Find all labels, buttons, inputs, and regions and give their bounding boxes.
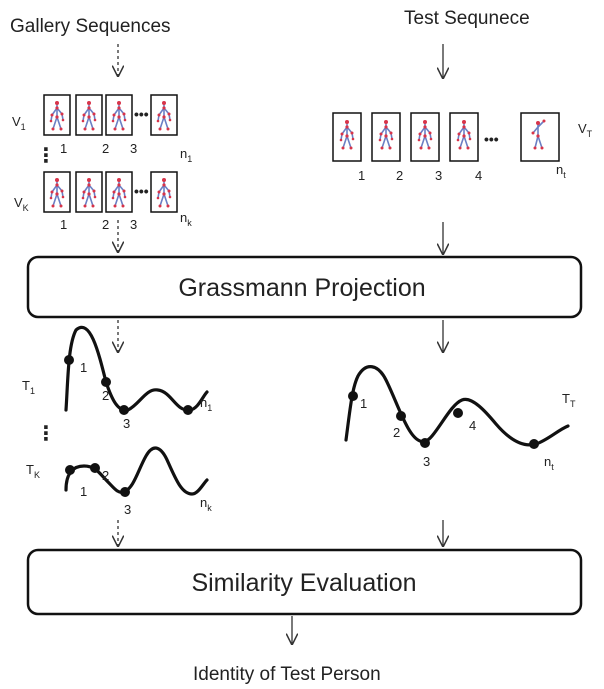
tt-end-label: nt bbox=[544, 454, 554, 472]
point-label: 2 bbox=[102, 468, 109, 483]
v1-label: V1 bbox=[12, 114, 26, 132]
trajectory-point bbox=[396, 411, 406, 421]
frame-number: 2 bbox=[396, 168, 403, 183]
vk-label: VK bbox=[14, 195, 29, 213]
trajectory-tt-curve bbox=[344, 365, 570, 447]
trajectory-point bbox=[348, 391, 358, 401]
t1-label: T1 bbox=[22, 378, 35, 396]
frame-number: 2 bbox=[102, 217, 109, 232]
frame-number: 1 bbox=[358, 168, 365, 183]
frame-number: 1 bbox=[60, 141, 67, 156]
point-label: 3 bbox=[123, 416, 130, 431]
ellipsis: ••• bbox=[134, 183, 149, 199]
trajectory-point bbox=[64, 355, 74, 365]
vertical-ellipsis: ⋮ bbox=[36, 423, 56, 445]
point-label: 1 bbox=[80, 360, 87, 375]
point-label: 2 bbox=[102, 388, 109, 403]
gallery-sequences-title: Gallery Sequences bbox=[10, 16, 171, 37]
frame-number: 3 bbox=[130, 141, 137, 156]
trajectory-point bbox=[101, 377, 111, 387]
point-label: 3 bbox=[124, 502, 131, 517]
frame-number: 2 bbox=[102, 141, 109, 156]
test-sequence-title: Test Sequnece bbox=[404, 8, 530, 29]
point-label: 1 bbox=[80, 484, 87, 499]
grassmann-projection-box bbox=[26, 255, 583, 319]
skeleton-frame bbox=[520, 112, 560, 162]
trajectory-point bbox=[183, 405, 193, 415]
tt-label: TT bbox=[562, 391, 576, 409]
frame-number: 1 bbox=[60, 217, 67, 232]
trajectory-point bbox=[529, 439, 539, 449]
point-label: 2 bbox=[393, 425, 400, 440]
vt-label: VT bbox=[578, 121, 593, 139]
ellipsis: ••• bbox=[134, 106, 149, 122]
tk-end-label: nk bbox=[200, 495, 212, 513]
grassmann-projection-label: Grassmann Projection bbox=[178, 274, 425, 302]
t1-end-label: n1 bbox=[200, 395, 212, 413]
point-label: 3 bbox=[423, 454, 430, 469]
trajectory-point bbox=[90, 463, 100, 473]
gallery-v1-frames: ••• bbox=[43, 94, 178, 136]
similarity-evaluation-label: Similarity Evaluation bbox=[191, 569, 416, 597]
frame-number: 4 bbox=[475, 168, 482, 183]
identity-label: Identity of Test Person bbox=[193, 664, 381, 685]
trajectory-tk-curve bbox=[64, 446, 209, 496]
frame-number: 3 bbox=[130, 217, 137, 232]
test-frames: ••• bbox=[332, 112, 560, 162]
ellipsis: ••• bbox=[484, 131, 499, 147]
trajectory-point bbox=[119, 405, 129, 415]
point-label: 4 bbox=[469, 418, 476, 433]
nk-label: nk bbox=[180, 210, 192, 228]
similarity-evaluation-box bbox=[26, 548, 583, 616]
trajectory-point bbox=[120, 487, 130, 497]
frame-number: 3 bbox=[435, 168, 442, 183]
trajectory-point bbox=[65, 465, 75, 475]
gallery-vk-frames: ••• bbox=[43, 171, 178, 213]
n1-label: n1 bbox=[180, 146, 192, 164]
point-label: 1 bbox=[360, 396, 367, 411]
nt-label: nt bbox=[556, 162, 566, 180]
trajectory-point bbox=[420, 438, 430, 448]
tk-label: TK bbox=[26, 462, 40, 480]
trajectory-point bbox=[453, 408, 463, 418]
vertical-ellipsis: ⋮ bbox=[36, 145, 56, 167]
